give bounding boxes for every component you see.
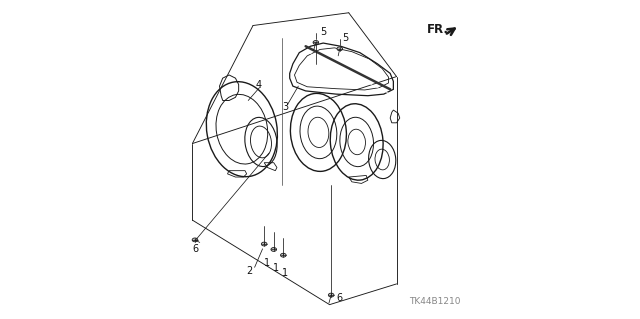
Text: 5: 5	[342, 33, 349, 43]
Ellipse shape	[261, 242, 267, 246]
Text: 3: 3	[282, 102, 288, 112]
Ellipse shape	[328, 293, 334, 297]
Text: 1: 1	[282, 268, 287, 278]
Ellipse shape	[337, 47, 342, 51]
Ellipse shape	[271, 248, 276, 251]
Text: 2: 2	[246, 265, 253, 276]
Text: FR.: FR.	[427, 23, 449, 36]
Text: TK44B1210: TK44B1210	[409, 297, 461, 306]
Text: 1: 1	[273, 263, 279, 273]
Text: 6: 6	[192, 244, 198, 255]
Ellipse shape	[280, 253, 286, 257]
Ellipse shape	[313, 41, 319, 44]
Text: 6: 6	[336, 293, 342, 303]
Text: 5: 5	[320, 27, 326, 37]
Text: 4: 4	[256, 80, 262, 91]
Ellipse shape	[192, 238, 198, 242]
Text: 1: 1	[264, 258, 271, 268]
